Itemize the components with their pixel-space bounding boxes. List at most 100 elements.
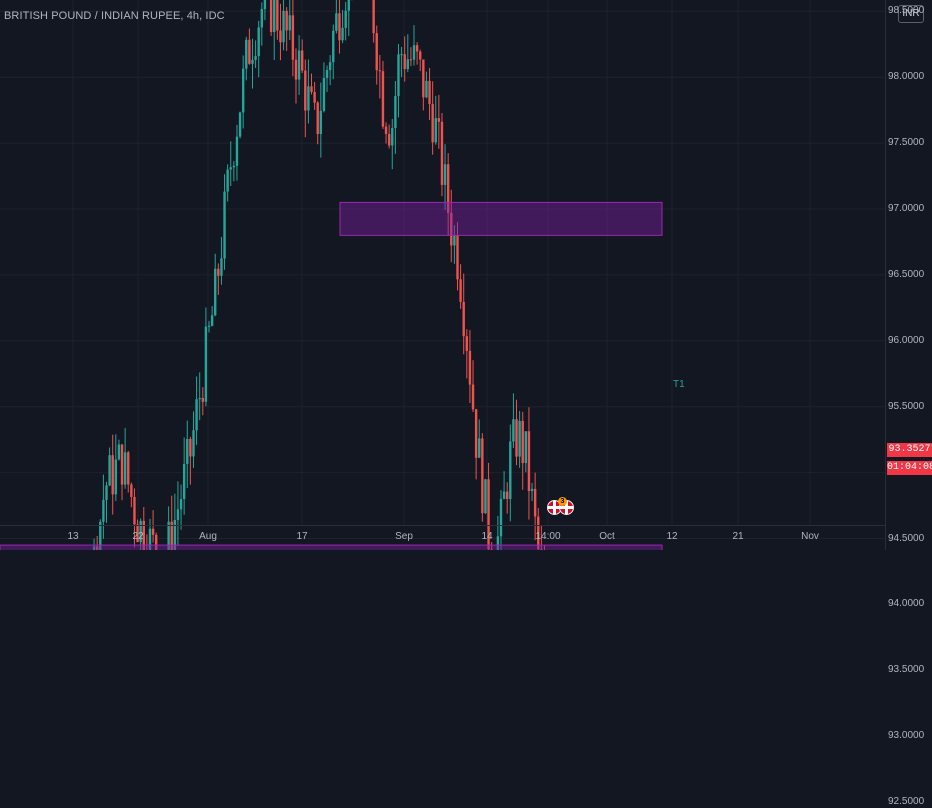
candle-body: [341, 27, 344, 41]
time-tick-label: Nov: [801, 531, 819, 542]
time-tick-label: Oct: [599, 531, 615, 542]
candle-body: [378, 70, 382, 72]
candle-body: [304, 70, 307, 111]
time-tick-label: 17: [296, 531, 308, 542]
candle-body: [459, 279, 462, 302]
currency-badge[interactable]: INR: [898, 5, 924, 23]
candle-body: [102, 499, 105, 522]
candle-body: [387, 133, 391, 146]
price-tick-label: 98.0000: [888, 71, 925, 83]
candle-body: [319, 110, 323, 135]
supply-demand-zone: [339, 201, 663, 236]
candle-body: [527, 431, 531, 492]
candle-body: [384, 126, 388, 134]
candle-body: [446, 164, 450, 213]
candle-body: [422, 59, 425, 98]
chart-area[interactable]: [0, 0, 932, 550]
candle-body: [282, 10, 285, 43]
candle-body: [450, 212, 453, 246]
time-tick-label: 13: [67, 531, 79, 542]
time-axis-divider: [0, 525, 885, 526]
candle-body: [214, 268, 217, 316]
candle-body: [400, 54, 403, 56]
candle-body: [260, 9, 264, 28]
economic-event-marker[interactable]: 3: [547, 497, 577, 518]
candle-body: [502, 491, 506, 499]
symbol-title: BRITISH POUND / INDIAN RUPEE, 4h, IDC: [4, 10, 225, 22]
candle-body: [313, 91, 316, 103]
candle-body: [111, 455, 114, 495]
current-price-tag: 93.3527: [887, 443, 932, 457]
candle-body: [176, 509, 180, 520]
candle-body: [518, 420, 521, 457]
candle-body: [170, 521, 173, 550]
candle-body: [310, 86, 313, 92]
candle-body: [524, 431, 528, 464]
candle-body: [478, 438, 481, 458]
candle-body: [291, 15, 295, 60]
candle-body: [468, 350, 472, 385]
target-label: T1: [673, 379, 685, 390]
candle-body: [139, 520, 142, 543]
candle-body: [251, 59, 254, 64]
time-tick-label: 21: [732, 531, 744, 542]
price-tick-label: 93.0000: [888, 730, 925, 742]
candle-body: [307, 86, 310, 111]
price-tick-label: 96.5000: [888, 268, 925, 280]
candle-body: [375, 33, 378, 71]
price-axis-divider: [885, 0, 886, 550]
candle-body: [521, 420, 524, 464]
candle-body: [248, 39, 251, 64]
candle-body: [217, 268, 220, 276]
candle-body: [148, 528, 152, 550]
time-tick-label: 22: [132, 531, 144, 542]
candle-body: [372, 0, 375, 34]
candle-body: [431, 104, 434, 143]
price-tick-label: 97.5000: [888, 137, 925, 149]
candle-body: [235, 136, 239, 166]
candle-body: [173, 519, 177, 550]
candle-body: [425, 80, 428, 98]
time-tick-label: 14:00: [535, 531, 561, 542]
time-tick-label: Sep: [395, 531, 413, 542]
candle-body: [465, 336, 469, 351]
candle-body: [325, 70, 329, 79]
candle-body: [505, 491, 509, 500]
candle-body: [484, 479, 487, 514]
candle-body: [428, 80, 431, 105]
candle-body: [456, 235, 459, 280]
candle-body: [332, 30, 335, 63]
candle-body: [167, 521, 170, 550]
price-tick-label: 94.0000: [888, 598, 925, 610]
candle-body: [127, 452, 130, 485]
candle-body: [322, 78, 326, 111]
candle-body: [285, 10, 288, 31]
candle-body: [133, 496, 136, 525]
candle-body: [220, 258, 223, 276]
candle-body: [530, 488, 534, 492]
candle-body: [254, 55, 257, 60]
candle-body: [474, 409, 478, 458]
candle-body: [316, 102, 319, 135]
price-tick-label: 97.0000: [888, 203, 925, 214]
candle-body: [142, 520, 145, 550]
price-tick-label: 95.5000: [888, 400, 925, 412]
candle-body: [487, 479, 490, 550]
candle-body: [108, 455, 111, 486]
candle-body: [335, 13, 338, 31]
candle-body: [499, 498, 503, 537]
candle-body: [273, 0, 276, 33]
event-count-badge: 3: [558, 497, 567, 506]
candle-body: [186, 439, 189, 464]
candle-body: [443, 164, 447, 185]
candle-body: [130, 484, 133, 497]
candle-body: [105, 485, 108, 500]
candle-body: [263, 0, 267, 10]
candle-body: [347, 0, 350, 11]
price-chart[interactable]: [0, 0, 932, 550]
candle-body: [328, 62, 332, 71]
candle-body: [117, 444, 121, 460]
candle-body: [406, 59, 409, 70]
candle-body: [294, 59, 298, 80]
time-tick-label: 14: [481, 531, 493, 542]
